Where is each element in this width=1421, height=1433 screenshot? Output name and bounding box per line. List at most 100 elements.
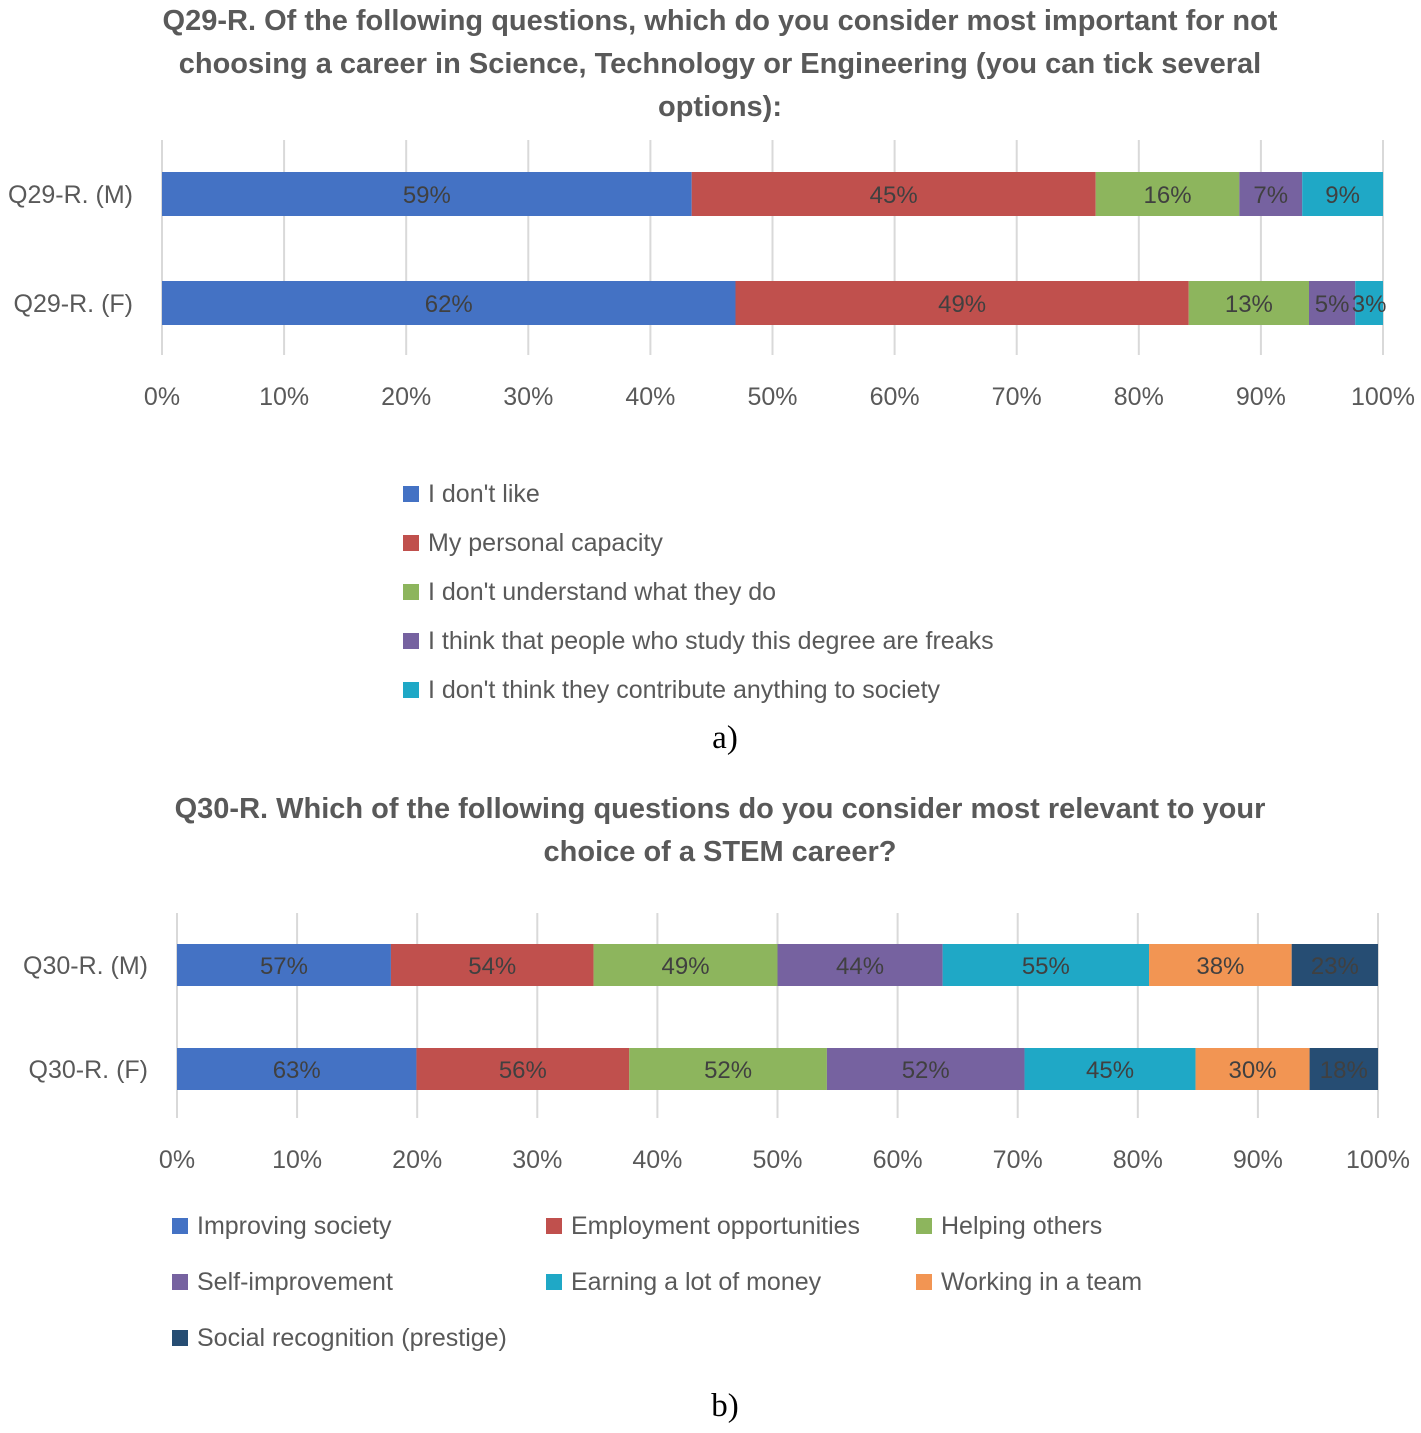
- chart-b-data-label: 23%: [1311, 953, 1359, 980]
- chart-a-tick-label: 20%: [381, 383, 431, 411]
- chart-b-bar-segment: [416, 1048, 630, 1090]
- chart-a-data-label: 45%: [870, 182, 918, 209]
- chart-a-category-label: Q29-R. (M): [8, 181, 133, 209]
- chart-b-bar-segment: [942, 944, 1150, 986]
- chart-b-legend-label: Helping others: [941, 1211, 1103, 1240]
- chart-a-data-label: 49%: [938, 291, 986, 318]
- chart-a-legend-item: I don't think they contribute anything t…: [403, 674, 940, 706]
- chart-b-bar-segment: [1195, 1048, 1310, 1090]
- chart-a-legend-item: My personal capacity: [403, 527, 663, 559]
- chart-a-legend-swatch: [403, 682, 419, 698]
- chart-b-legend-swatch: [916, 1218, 932, 1234]
- chart-b-tick-label: 30%: [512, 1146, 562, 1174]
- chart-a-bar-segment: [691, 172, 1096, 216]
- chart-b-legend-swatch: [172, 1274, 188, 1290]
- chart-b-data-label: 57%: [260, 953, 308, 980]
- chart-b-caption: b): [711, 1388, 739, 1424]
- chart-b-data-label: 44%: [836, 953, 884, 980]
- chart-b-data-label: 49%: [662, 953, 710, 980]
- chart-b-tick-label: 70%: [993, 1146, 1043, 1174]
- chart-a-bar-segment: [1302, 172, 1383, 216]
- chart-a-tick-label: 40%: [625, 383, 675, 411]
- chart-b-data-label: 38%: [1196, 953, 1244, 980]
- chart-b-legend-label: Improving society: [197, 1211, 392, 1240]
- chart-a-tick-label: 60%: [870, 383, 920, 411]
- chart-a-data-label: 16%: [1144, 182, 1192, 209]
- chart-b-data-label: 55%: [1022, 953, 1070, 980]
- chart-b-legend-swatch: [916, 1274, 932, 1290]
- chart-a-bar-segment: [1239, 172, 1303, 216]
- chart-b-bar-segment: [177, 1048, 417, 1090]
- chart-b-legend-item: Helping others: [916, 1210, 1102, 1242]
- chart-b-legend-swatch: [546, 1274, 562, 1290]
- chart-b-data-label: 63%: [273, 1057, 321, 1084]
- chart-b-legend-label: Employment opportunities: [571, 1211, 861, 1240]
- chart-b-legend-swatch: [172, 1330, 188, 1346]
- chart-b-data-label: 30%: [1229, 1057, 1277, 1084]
- chart-b-legend-swatch: [172, 1218, 188, 1234]
- chart-a-bar-segment: [735, 281, 1189, 325]
- chart-b-tick-label: 0%: [159, 1146, 195, 1174]
- chart-a-tick-label: 50%: [747, 383, 797, 411]
- chart-b-legend-label: Self-improvement: [197, 1267, 393, 1296]
- chart-b-tick-label: 100%: [1346, 1146, 1410, 1174]
- chart-a-bar-segment: [162, 281, 736, 325]
- chart-a-legend-item: I don't like: [403, 478, 540, 510]
- chart-a-legend-label: I don't like: [428, 479, 540, 508]
- chart-b-legend-item: Employment opportunities: [546, 1210, 860, 1242]
- chart-a-legend-swatch: [403, 633, 419, 649]
- chart-b-bar-segment: [1291, 944, 1378, 986]
- chart-a-data-label: 13%: [1225, 291, 1273, 318]
- chart-b-tick-label: 10%: [272, 1146, 322, 1174]
- chart-a-legend-item: I think that people who study this degre…: [403, 625, 994, 657]
- chart-b-legend-label: Social recognition (prestige): [197, 1323, 507, 1352]
- chart-a-data-label: 5%: [1315, 291, 1350, 318]
- chart-b-data-label: 56%: [499, 1057, 547, 1084]
- chart-b-bar-segment: [826, 1048, 1025, 1090]
- chart-b-data-label: 18%: [1320, 1057, 1368, 1084]
- chart-a-legend-swatch: [403, 584, 419, 600]
- chart-a-plot: 0% 10% 20% 30% 40% 50% 60% 70% 80% 90% 100% Q29-R. …: [8, 140, 1415, 411]
- chart-b-category-label: Q30-R. (F): [29, 1056, 148, 1084]
- chart-a-legend-swatch: [403, 486, 419, 502]
- chart-a-legend-label: I don't understand what they do: [428, 577, 777, 606]
- chart-b-data-label: 45%: [1086, 1057, 1134, 1084]
- chart-b-legend-item: Self-improvement: [172, 1266, 393, 1298]
- chart-b-legend-item: Social recognition (prestige): [172, 1322, 507, 1354]
- chart-b-bar-segment: [1309, 1048, 1378, 1090]
- chart-b-bar-segment: [777, 944, 943, 986]
- chart-a-bar-segment: [1309, 281, 1356, 325]
- chart-b-tick-label: 60%: [873, 1146, 923, 1174]
- chart-b-tick-label: 80%: [1113, 1146, 1163, 1174]
- chart-b-title: Q30-R. Which of the following questions …: [174, 793, 1266, 868]
- chart-a-bar-segment: [162, 172, 692, 216]
- chart-a-legend-label: I think that people who study this degre…: [428, 626, 994, 655]
- chart-a-caption: a): [712, 720, 738, 756]
- chart-b-legend-label: Earning a lot of money: [571, 1267, 822, 1296]
- chart-a-bar-segment: [1188, 281, 1309, 325]
- chart-b-bar-segment: [1024, 1048, 1196, 1090]
- chart-a-tick-label: 100%: [1351, 383, 1415, 411]
- chart-a-bar-segment: [1355, 281, 1383, 325]
- chart-b-tick-label: 40%: [632, 1146, 682, 1174]
- chart-a-legend-label: I don't think they contribute anything t…: [428, 675, 941, 704]
- chart-b-data-label: 52%: [704, 1057, 752, 1084]
- chart-a-tick-label: 90%: [1236, 383, 1286, 411]
- chart-a-tick-label: 0%: [144, 383, 180, 411]
- chart-b-tick-label: 50%: [752, 1146, 802, 1174]
- chart-b-category-label: Q30-R. (M): [23, 952, 148, 980]
- chart-b-bar-segment: [629, 1048, 827, 1090]
- chart-b-legend-label: Working in a team: [941, 1267, 1143, 1296]
- chart-b-bar-segment: [390, 944, 594, 986]
- chart-a-tick-label: 70%: [992, 383, 1042, 411]
- chart-a-title: Q29-R. Of the following questions, which…: [162, 5, 1278, 123]
- chart-b-tick-label: 20%: [392, 1146, 442, 1174]
- chart-b-bar-segment: [1149, 944, 1292, 986]
- chart-a-legend-item: I don't understand what they do: [403, 576, 776, 608]
- chart-b-bar-segment: [593, 944, 778, 986]
- chart-a-data-label: 62%: [425, 291, 473, 318]
- chart-b-legend-swatch: [546, 1218, 562, 1234]
- chart-a-data-label: 9%: [1325, 182, 1360, 209]
- chart-a-tick-label: 80%: [1114, 383, 1164, 411]
